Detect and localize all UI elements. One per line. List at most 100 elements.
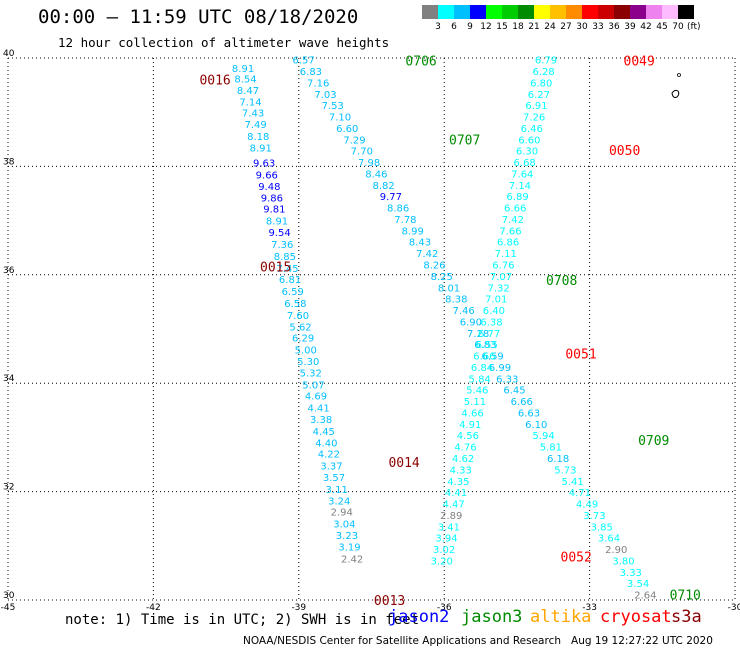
colorbar-label: 12 [480,22,492,32]
wave-height-value: 6.80 [530,78,552,89]
wave-height-value: 4.40 [315,438,337,449]
wave-height-value: 5.62 [289,322,311,333]
pass-number-label: 0710 [670,589,701,604]
wave-height-value: 4.56 [457,431,479,442]
pass-number-label: 0016 [199,74,230,89]
wave-height-value: 7.01 [485,295,507,306]
x-tick-label: -45 [1,603,16,613]
wave-height-value: 9.54 [268,228,290,239]
satellite-name-altika: altika [530,607,592,627]
colorbar-swatch [518,5,534,19]
colorbar-swatch [486,5,502,19]
wave-height-value: 7.07 [490,272,512,283]
wave-height-value: 6.63 [518,408,540,419]
wave-height-value: 4.76 [454,443,476,454]
wave-height-value: 2.89 [440,511,462,522]
wave-height-value: 6.45 [503,386,525,397]
wave-height-value: 3.94 [435,534,457,545]
colorbar-unit: (ft) [687,22,701,32]
wave-height-value: 5.41 [562,477,584,488]
wave-height-value: 7.32 [487,283,509,294]
wave-height-value: 8.99 [402,226,424,237]
map-title: 00:00 – 11:59 UTC 08/18/2020 [38,6,359,28]
wave-height-value: 3.54 [627,579,649,590]
wave-height-value: 3.24 [328,496,350,507]
wave-height-value: 5.11 [464,397,486,408]
wave-height-value: 6.77 [478,329,500,340]
pass-labels: 0706 0016 0049 0707 0050 0015 0708 0051 0709 0014… [199,55,700,609]
wave-height-value: 3.73 [583,511,605,522]
wave-height-value: 4.62 [452,454,474,465]
wave-height-value: 9.81 [263,205,285,216]
wave-height-value: 6.66 [504,204,526,215]
colorbar-swatch [662,5,678,19]
colorbar-label: 9 [467,22,473,32]
wave-height-value: 3.23 [336,531,358,542]
pass-number-label: 0706 [405,55,436,70]
colorbar-swatch [550,5,566,19]
wave-height-value: 7.78 [394,215,416,226]
wave-height-value: 4.41 [307,404,329,415]
colorbar-swatch [454,5,470,19]
wave-height-value: 6.99 [489,363,511,374]
wave-height-value: 4.91 [459,420,481,431]
wave-height-value: 3.37 [320,462,342,473]
colorbar-label: 18 [512,22,524,32]
wave-height-value: 4.33 [450,465,472,476]
wave-height-value: 4.47 [442,500,464,511]
wave-height-value: 8.26 [423,261,445,272]
wave-height-value: 6.91 [525,101,547,112]
wave-height-value: 6.60 [336,124,358,135]
pass-number-label: 0707 [449,133,480,148]
wave-height-value: 5.81 [540,443,562,454]
wave-height-value: 6.84 [471,363,493,374]
wave-height-value: 6.79 [535,56,557,67]
wave-height-value: 6.76 [492,261,514,272]
x-tick-label: -39 [291,603,306,613]
credit-line: NOAA/NESDIS Center for Satellite Applica… [243,635,713,647]
colorbar-label: 15 [496,22,508,32]
colorbar-label: 70 [672,22,684,32]
wave-height-value: 3.20 [431,556,453,567]
wave-height-value: 5.32 [300,368,322,379]
colorbar-swatch [678,5,694,19]
wave-height-value: 8.25 [431,272,453,283]
wave-height-value: 3.33 [620,568,642,579]
footer-note: note: 1) Time is in UTC; 2) SWH is in fe… [65,612,420,628]
colorbar-label: 36 [608,22,620,32]
wave-height-value: 8.01 [438,283,460,294]
x-tick-label: -33 [582,603,597,613]
y-tick-label: 36 [3,266,15,276]
wave-height-value: 7.42 [416,249,438,260]
wave-height-value: 9.66 [256,171,278,182]
wave-height-value: 7.14 [239,97,261,108]
colorbar-swatch [502,5,518,19]
pass-number-label: 0015 [260,261,291,276]
wave-height-value: 8.82 [372,181,394,192]
wave-height-value: 3.41 [438,522,460,533]
map-subtitle: 12 hour collection of altimeter wave hei… [58,35,390,50]
colorbar-swatch [646,5,662,19]
satellite-name-cryosat: cryosat [600,607,672,627]
wave-height-value: 6.86 [497,238,519,249]
wave-height-value: 8.86 [387,204,409,215]
wave-height-value: 6.10 [525,420,547,431]
wave-height-value: 3.85 [591,522,613,533]
colorbar-swatch [582,5,598,19]
pass-number-label: 0052 [561,551,592,566]
pass-number-label: 0013 [374,594,405,609]
wave-height-value: 7.46 [452,306,474,317]
wave-height-value: 8.91 [250,143,272,154]
wave-height-value: 6.33 [496,374,518,385]
wave-height-value: 6.59 [282,287,304,298]
x-tick-label: -30 [728,603,740,613]
colorbar-label: 6 [451,22,457,32]
colorbar-label: 30 [576,22,588,32]
wave-height-value: 5.73 [554,465,576,476]
wave-height-value: 6.83 [474,340,496,351]
wave-height-value: 3.80 [612,556,634,567]
wave-height-value: 6.28 [532,67,554,78]
wave-height-value: 4.45 [313,427,335,438]
colorbar-swatch [614,5,630,19]
